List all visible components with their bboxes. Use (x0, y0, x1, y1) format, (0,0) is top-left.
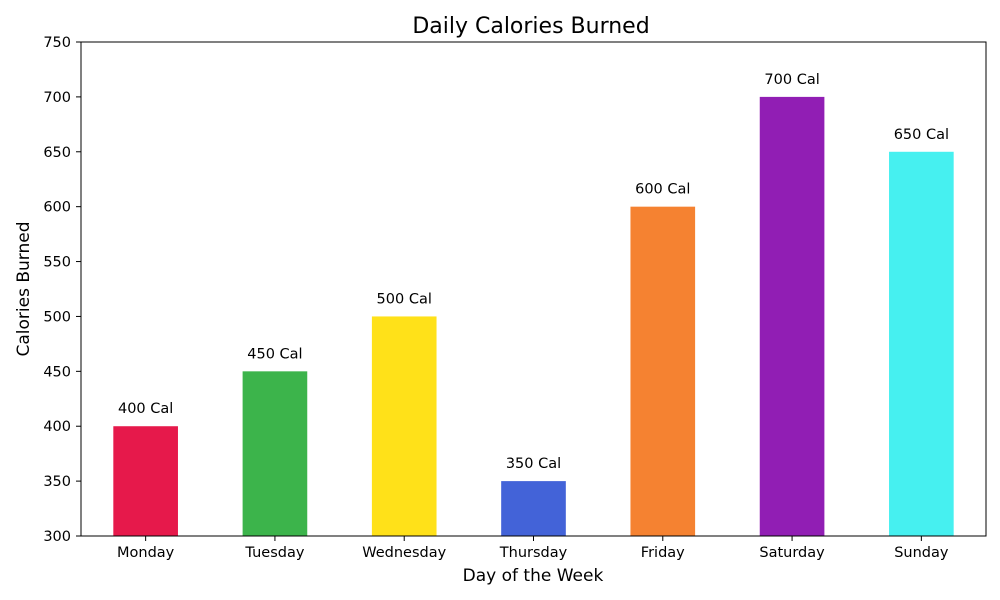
x-axis-label: Day of the Week (463, 566, 604, 586)
x-tick-label-tuesday: Tuesday (244, 545, 304, 561)
x-tick-label-thursday: Thursday (499, 545, 568, 561)
y-axis-label: Calories Burned (14, 222, 34, 357)
bar-thursday (501, 481, 566, 536)
bar-sunday (889, 151, 954, 536)
data-label-thursday: 350 Cal (506, 456, 561, 472)
y-axis-ticks: 300 350 400 450 500 550 600 650 700 750 (43, 35, 81, 545)
x-tick-label-sunday: Sunday (894, 545, 949, 561)
data-label-friday: 600 Cal (635, 182, 690, 198)
x-tick-label-wednesday: Wednesday (362, 545, 446, 561)
y-tick-label-500: 500 (43, 309, 71, 325)
y-tick-label-450: 450 (43, 364, 71, 380)
y-tick-label-600: 600 (43, 200, 71, 216)
data-label-sunday: 650 Cal (894, 127, 949, 143)
y-tick-label-700: 700 (43, 90, 71, 106)
x-tick-label-saturday: Saturday (759, 545, 825, 561)
data-label-wednesday: 500 Cal (377, 291, 432, 307)
y-tick-label-300: 300 (43, 529, 71, 545)
data-labels-group: 400 Cal 450 Cal 500 Cal 350 Cal 600 Cal 700 C… (118, 72, 949, 472)
bar-monday (113, 426, 178, 536)
data-label-tuesday: 450 Cal (247, 346, 302, 362)
y-tick-label-550: 550 (43, 255, 71, 271)
bar-friday (630, 206, 696, 536)
y-tick-label-750: 750 (43, 35, 71, 51)
y-tick-label-650: 650 (43, 145, 71, 161)
y-tick-label-350: 350 (43, 474, 71, 490)
chart-title: Daily Calories Burned (412, 14, 649, 39)
bar-tuesday (242, 371, 308, 536)
bars-group (113, 96, 954, 536)
x-axis-ticks: Monday Tuesday Wednesday Thursday Friday Satu… (117, 536, 949, 561)
data-label-monday: 400 Cal (118, 401, 173, 417)
bar-wednesday (371, 316, 437, 536)
x-tick-label-monday: Monday (117, 545, 175, 561)
y-tick-label-400: 400 (43, 419, 71, 435)
data-label-saturday: 700 Cal (764, 72, 819, 88)
bar-saturday (759, 96, 825, 536)
x-tick-label-friday: Friday (641, 545, 685, 561)
